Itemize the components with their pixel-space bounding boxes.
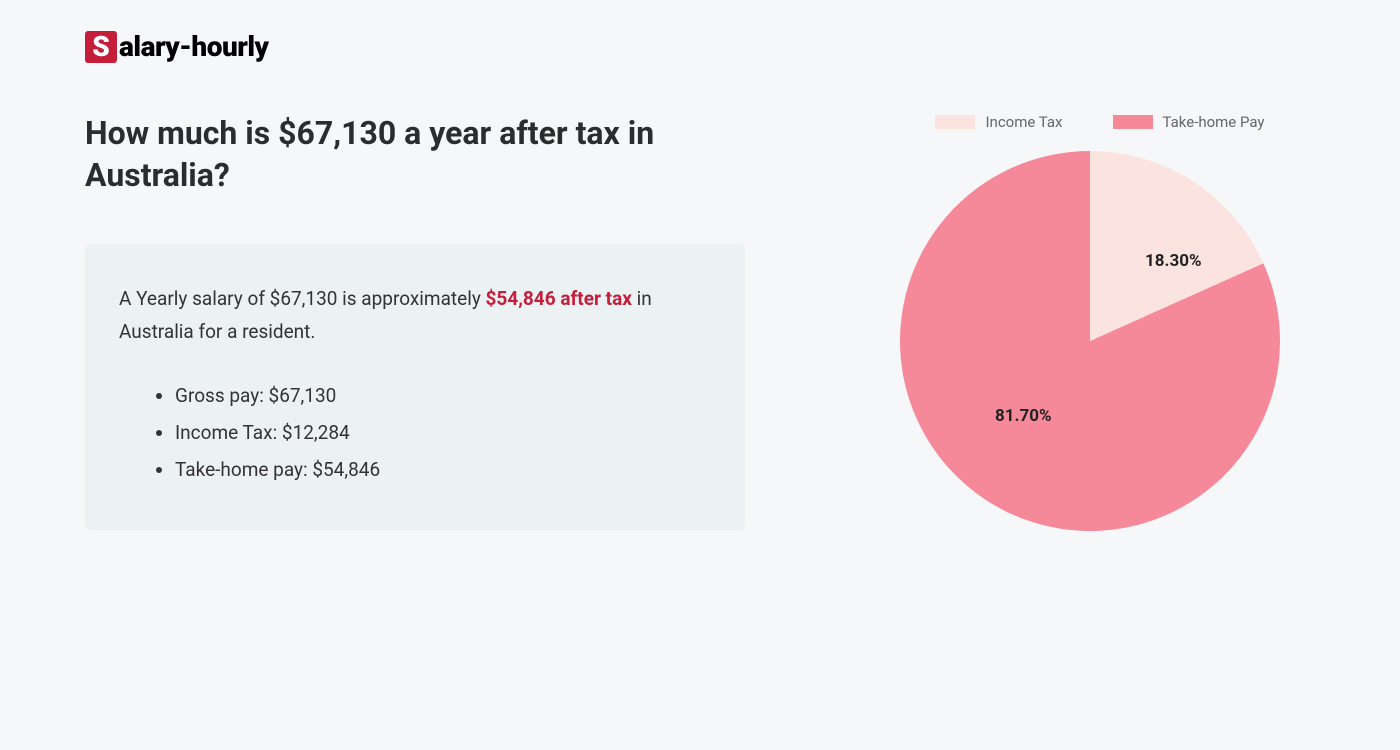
summary-box: A Yearly salary of $67,130 is approximat… — [85, 244, 745, 530]
legend-label: Take-home Pay — [1163, 113, 1265, 131]
logo-text: alary-hourly — [119, 30, 269, 63]
content-row: How much is $67,130 a year after tax in … — [85, 113, 1315, 531]
right-column: Income Tax Take-home Pay 18.30% 81.70% — [865, 113, 1315, 531]
logo: S alary-hourly — [85, 30, 1315, 63]
list-item: Take-home pay: $54,846 — [175, 451, 711, 488]
legend-swatch — [1113, 115, 1153, 129]
pie-chart: 18.30% 81.70% — [900, 151, 1280, 531]
pie-svg — [900, 151, 1280, 531]
bullet-list: Gross pay: $67,130 Income Tax: $12,284 T… — [119, 377, 711, 488]
page-container: S alary-hourly How much is $67,130 a yea… — [85, 30, 1315, 531]
pie-slice-label: 18.30% — [1145, 251, 1202, 271]
chart-legend: Income Tax Take-home Pay — [935, 113, 1264, 131]
pie-slice-label: 81.70% — [995, 406, 1052, 426]
legend-swatch — [935, 115, 975, 129]
legend-item-take-home: Take-home Pay — [1113, 113, 1265, 131]
summary-text: A Yearly salary of $67,130 is approximat… — [119, 282, 711, 349]
left-column: How much is $67,130 a year after tax in … — [85, 113, 745, 531]
legend-label: Income Tax — [985, 113, 1062, 131]
list-item: Gross pay: $67,130 — [175, 377, 711, 414]
list-item: Income Tax: $12,284 — [175, 414, 711, 451]
legend-item-income-tax: Income Tax — [935, 113, 1062, 131]
summary-highlight: $54,846 after tax — [486, 287, 632, 310]
page-title: How much is $67,130 a year after tax in … — [85, 113, 745, 196]
summary-prefix: A Yearly salary of $67,130 is approximat… — [119, 287, 486, 310]
logo-s-icon: S — [85, 31, 117, 63]
